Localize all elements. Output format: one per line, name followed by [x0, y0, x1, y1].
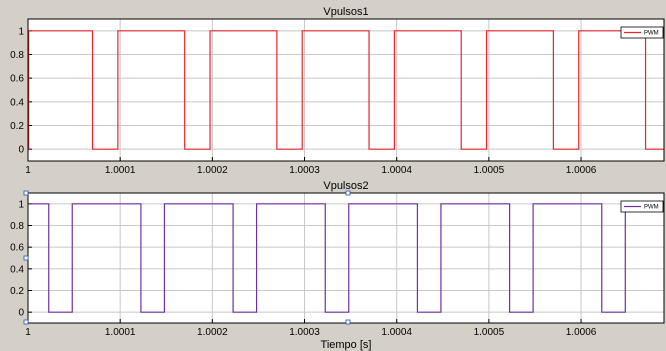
legend-label: PWM: [644, 31, 659, 37]
y-tick-label: 1: [18, 199, 24, 210]
selection-handle: [345, 319, 351, 325]
y-tick-label: 0.8: [10, 50, 24, 61]
x-tick-label: 1.0005: [474, 165, 505, 176]
x-tick-label: 1.0004: [381, 165, 412, 176]
series-line-pwm: [28, 30, 664, 150]
x-tick-label: 1.0003: [289, 327, 320, 338]
x-axis-label: Tiempo [s]: [321, 339, 372, 351]
y-tick-label: 0.2: [10, 121, 24, 132]
y-tick-label: 0.6: [10, 243, 24, 254]
y-tick-label: 0: [18, 145, 24, 156]
chart-title: Vpulsos2: [323, 180, 368, 192]
y-tick-label: 1: [18, 26, 24, 37]
x-tick-label: 1.0005: [474, 327, 505, 338]
chart-title: Vpulsos1: [323, 6, 368, 18]
series-line-pwm: [28, 203, 664, 313]
x-tick-label: 1.0006: [566, 165, 597, 176]
y-tick-label: 0.4: [10, 97, 24, 108]
legend-label: PWM: [644, 205, 659, 211]
subplot-1: 1 1.0001 1.0002 1.0003 1.0004 1.0005 1.0006 0 0.…: [10, 6, 665, 176]
legend-box: [620, 200, 664, 213]
axes-area: [27, 18, 665, 162]
x-tick-label: 1.0003: [289, 165, 320, 176]
x-tick-label: 1.0002: [197, 165, 228, 176]
selection-handle: [23, 190, 29, 196]
y-tick-label: 0: [18, 308, 24, 319]
axes-border: [27, 18, 665, 162]
y-tick-label: 0.2: [10, 286, 24, 297]
subplot-2: 1 1.0001 1.0002 1.0003 1.0004 1.0005 1.0006 0 0.…: [10, 180, 665, 351]
x-tick-label: 1.0002: [197, 327, 228, 338]
x-tick-label: 1.0001: [105, 327, 136, 338]
legend-box: [620, 26, 664, 39]
x-tick-label: 1.0006: [566, 327, 597, 338]
y-tick-label: 0.8: [10, 221, 24, 232]
y-tick-label: 0.6: [10, 74, 24, 85]
axes-area: [27, 192, 665, 324]
y-tick-label: 0.4: [10, 264, 24, 275]
selection-handle: [23, 255, 29, 261]
x-tick-label: 1: [25, 165, 31, 176]
selection-handle: [345, 190, 351, 196]
x-tick-label: 1: [25, 327, 31, 338]
x-tick-label: 1.0001: [105, 165, 136, 176]
x-tick-label: 1.0004: [381, 327, 412, 338]
selection-handle: [23, 319, 29, 325]
